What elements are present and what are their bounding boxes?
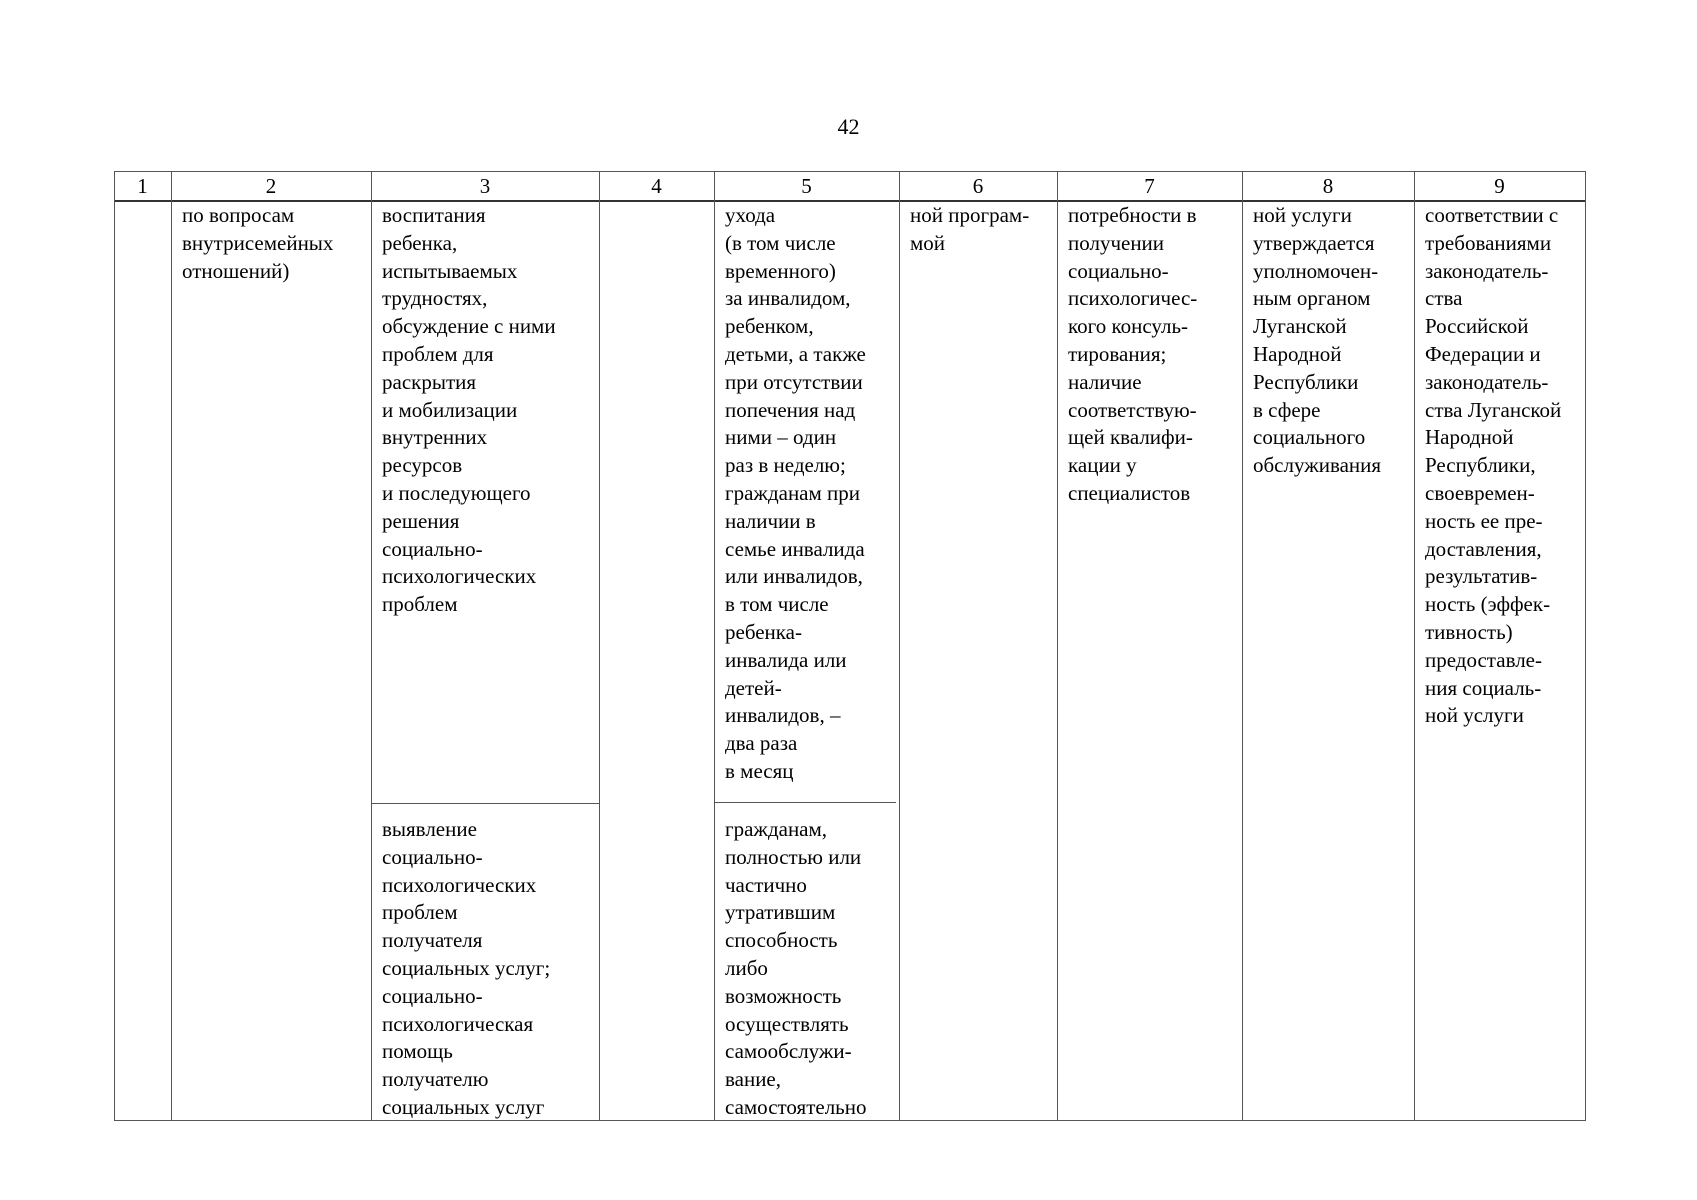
table-bottom-border bbox=[114, 1120, 1586, 1121]
header-col-6: 6 bbox=[972, 174, 984, 198]
header-col-8: 8 bbox=[1322, 174, 1334, 198]
col-border bbox=[1585, 171, 1586, 1121]
header-col-1: 1 bbox=[137, 174, 148, 198]
header-col-7: 7 bbox=[1144, 174, 1155, 198]
col-border bbox=[371, 171, 372, 1121]
header-col-2: 2 bbox=[265, 174, 277, 198]
cell-col-5-top: ухода (в том числе временного) за инвали… bbox=[725, 203, 866, 783]
col-border bbox=[599, 171, 600, 1121]
cell-col-3-bottom: выявление социально- психологических про… bbox=[382, 817, 551, 1119]
header-col-3: 3 bbox=[479, 174, 491, 198]
header-col-9: 9 bbox=[1494, 174, 1505, 198]
page-number: 42 bbox=[837, 114, 860, 139]
cell-col-3-top: воспитания ребенка, испытываемых труднос… bbox=[382, 203, 556, 617]
header-bottom-border bbox=[114, 200, 1586, 202]
col5-divider bbox=[714, 802, 896, 803]
cell-col-9: соответствии с требованиями законодатель… bbox=[1425, 203, 1562, 728]
col-border bbox=[714, 171, 715, 1121]
table-top-border bbox=[114, 171, 1586, 172]
col3-divider bbox=[371, 803, 599, 804]
cell-col-2: по вопросам внутрисемейных отношений) bbox=[182, 203, 334, 283]
col-border bbox=[1057, 171, 1058, 1121]
header-col-4: 4 bbox=[651, 174, 662, 198]
col-border bbox=[114, 171, 115, 1121]
cell-col-5-bottom: гражданам, полностью или частично утрати… bbox=[725, 817, 867, 1119]
cell-col-6: ной програм- мой bbox=[910, 203, 1030, 255]
col-border bbox=[1414, 171, 1415, 1121]
cell-col-7: потребности в получении социально- психо… bbox=[1068, 203, 1198, 505]
col-border bbox=[171, 171, 172, 1121]
col-border bbox=[899, 171, 900, 1121]
col-border bbox=[1242, 171, 1243, 1121]
header-col-5: 5 bbox=[801, 174, 812, 198]
cell-col-8: ной услуги утверждается уполномочен- ным… bbox=[1253, 203, 1382, 478]
